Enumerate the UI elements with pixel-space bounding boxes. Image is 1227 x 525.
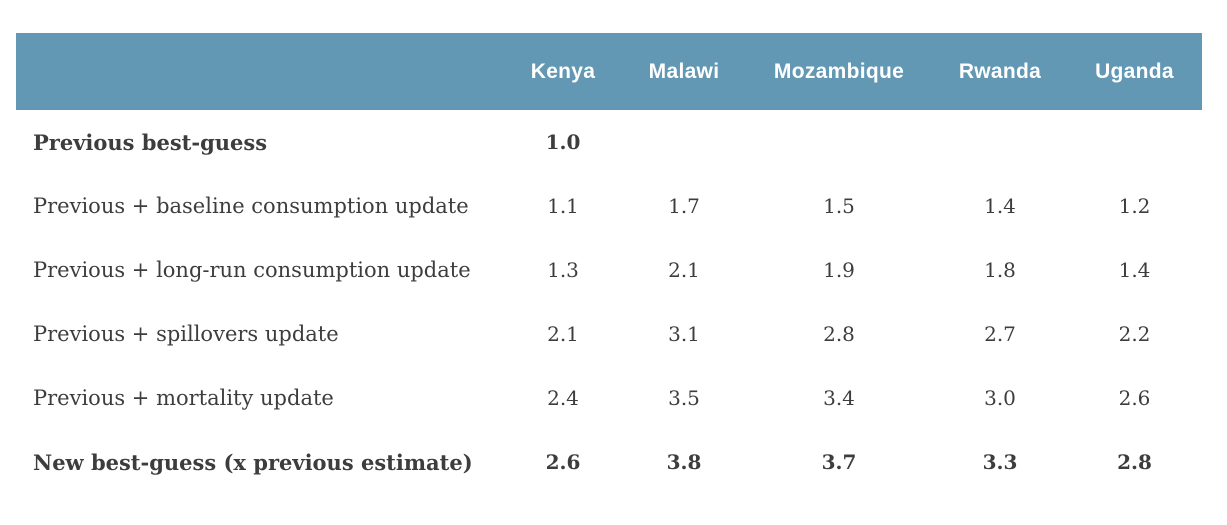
- value-cell: [1067, 110, 1202, 174]
- results-table: Kenya Malawi Mozambique Rwanda Uganda Pr…: [16, 33, 1202, 494]
- table-row: New best-guess (x previous estimate) 2.6…: [16, 430, 1202, 494]
- table-row: Previous + long-run consumption update 1…: [16, 238, 1202, 302]
- row-label-cell: Previous + baseline consumption update: [16, 174, 503, 238]
- header-cell-kenya: Kenya: [503, 33, 623, 110]
- value-cell: 1.8: [933, 238, 1067, 302]
- value-cell: 3.5: [623, 366, 745, 430]
- value-cell: 2.6: [1067, 366, 1202, 430]
- header-cell-empty: [16, 33, 503, 110]
- row-label-cell: New best-guess (x previous estimate): [16, 430, 503, 494]
- value-cell: [623, 110, 745, 174]
- value-cell: [745, 110, 933, 174]
- value-cell: 3.1: [623, 302, 745, 366]
- header-cell-mozambique: Mozambique: [745, 33, 933, 110]
- value-cell: 1.4: [933, 174, 1067, 238]
- value-cell: 1.1: [503, 174, 623, 238]
- table-body: Previous best-guess 1.0 Previous + basel…: [16, 110, 1202, 494]
- header-cell-malawi: Malawi: [623, 33, 745, 110]
- value-cell: 3.8: [623, 430, 745, 494]
- value-cell: 1.4: [1067, 238, 1202, 302]
- value-cell: 1.9: [745, 238, 933, 302]
- value-cell: 3.7: [745, 430, 933, 494]
- value-cell: 1.2: [1067, 174, 1202, 238]
- table-row: Previous + baseline consumption update 1…: [16, 174, 1202, 238]
- value-cell: 2.7: [933, 302, 1067, 366]
- header-cell-uganda: Uganda: [1067, 33, 1202, 110]
- header-row: Kenya Malawi Mozambique Rwanda Uganda: [16, 33, 1202, 110]
- value-cell: 2.1: [503, 302, 623, 366]
- header-cell-rwanda: Rwanda: [933, 33, 1067, 110]
- value-cell: 2.6: [503, 430, 623, 494]
- value-cell: 2.1: [623, 238, 745, 302]
- value-cell: 2.2: [1067, 302, 1202, 366]
- table-row: Previous best-guess 1.0: [16, 110, 1202, 174]
- value-cell: 1.3: [503, 238, 623, 302]
- value-cell: [933, 110, 1067, 174]
- row-label-cell: Previous best-guess: [16, 110, 503, 174]
- value-cell: 1.5: [745, 174, 933, 238]
- row-label-cell: Previous + long-run consumption update: [16, 238, 503, 302]
- table-header: Kenya Malawi Mozambique Rwanda Uganda: [16, 33, 1202, 110]
- value-cell: 2.4: [503, 366, 623, 430]
- row-label-cell: Previous + spillovers update: [16, 302, 503, 366]
- value-cell: 3.3: [933, 430, 1067, 494]
- table-row: Previous + spillovers update 2.1 3.1 2.8…: [16, 302, 1202, 366]
- value-cell: 3.4: [745, 366, 933, 430]
- value-cell: 1.7: [623, 174, 745, 238]
- table-row: Previous + mortality update 2.4 3.5 3.4 …: [16, 366, 1202, 430]
- value-cell: 2.8: [1067, 430, 1202, 494]
- value-cell: 3.0: [933, 366, 1067, 430]
- value-cell: 1.0: [503, 110, 623, 174]
- row-label-cell: Previous + mortality update: [16, 366, 503, 430]
- value-cell: 2.8: [745, 302, 933, 366]
